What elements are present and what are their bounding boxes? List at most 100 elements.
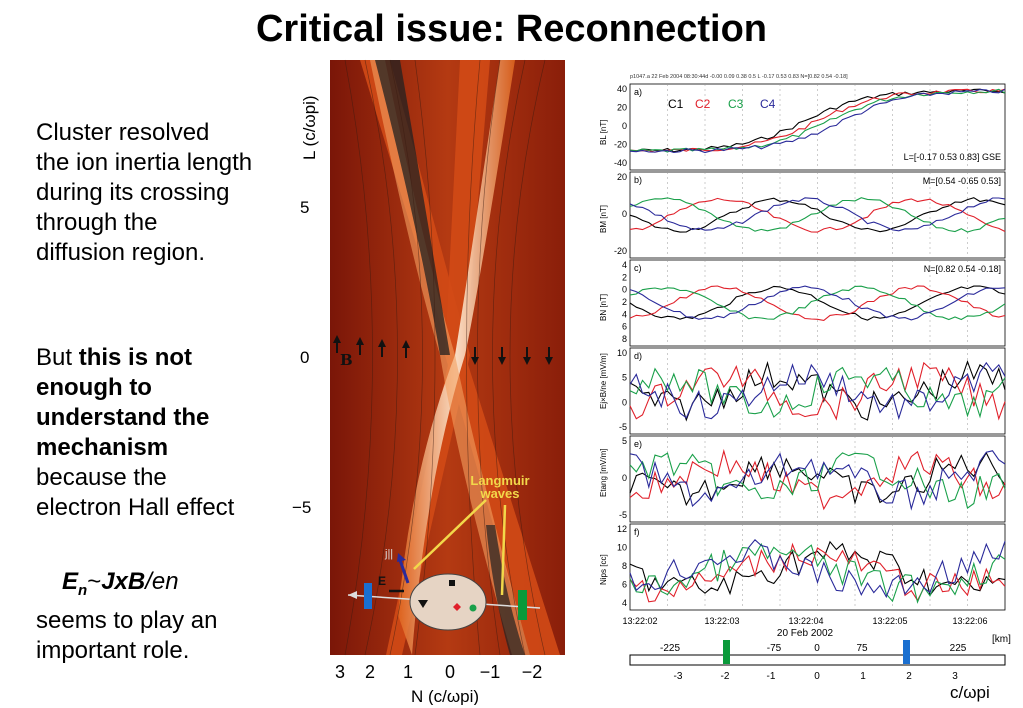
panel-tick: 0 <box>622 397 627 407</box>
panel-tick: 4 <box>622 309 627 319</box>
data-series-line <box>629 359 1006 422</box>
data-series-line <box>629 285 1006 321</box>
panel-letter: c) <box>634 263 642 273</box>
svg-text:2: 2 <box>365 662 375 682</box>
paragraph-role: seems to play an important role. <box>36 606 217 666</box>
svg-text:2: 2 <box>906 671 912 682</box>
text-line-bold: enough to <box>36 374 152 401</box>
panel-tick: 40 <box>617 84 627 94</box>
text-line: seems to play an <box>36 607 218 634</box>
panel-letter: a) <box>634 87 642 97</box>
blue-marker <box>364 583 372 609</box>
svg-text:0: 0 <box>814 643 820 654</box>
dark-band-2 <box>486 525 525 655</box>
panel-tick: 0 <box>622 121 627 131</box>
panel-tick: 10 <box>617 348 627 358</box>
panel-ylabel: Etang [mV/m] <box>599 449 608 497</box>
svg-text:13:22:04: 13:22:04 <box>788 616 823 626</box>
legend-c3: C3 <box>728 97 744 111</box>
green-marker <box>518 590 527 620</box>
bright-band-2 <box>370 60 530 655</box>
panel-tick: 12 <box>617 524 627 534</box>
panel-tick: 4 <box>622 260 627 270</box>
data-series-line <box>629 285 1006 321</box>
panel-letter: f) <box>634 527 640 537</box>
text-line-bold: mechanism <box>36 434 169 461</box>
panel-tick: 6 <box>622 580 627 590</box>
slide-title: Critical issue: Reconnection <box>255 8 767 50</box>
panel-ylabel: BM [nT] <box>599 205 608 233</box>
cw-unit: c/ωpi <box>950 683 990 702</box>
svg-text:1: 1 <box>860 671 866 682</box>
svg-text:-3: -3 <box>674 671 683 682</box>
data-series-line <box>629 542 1006 604</box>
cw-ticks: -3 -2 -1 0 1 2 3 <box>674 671 959 682</box>
panel-letter: b) <box>634 175 642 185</box>
langmuir-label: Langmuir <box>470 473 529 488</box>
paragraph-cluster: Cluster resolved the ion inertia length … <box>36 118 252 268</box>
c1-marker <box>449 580 455 586</box>
svg-text:75: 75 <box>856 643 868 654</box>
text-line: through the <box>36 209 158 236</box>
legend-c1: C1 <box>668 97 684 111</box>
bright-band-1 <box>398 60 515 655</box>
panel-tick: 0 <box>622 209 627 219</box>
svg-text:−1: −1 <box>480 662 501 682</box>
svg-text:3: 3 <box>335 662 345 682</box>
svg-text:13:22:02: 13:22:02 <box>622 616 657 626</box>
legend-c2: C2 <box>695 97 711 111</box>
legend-c4: C4 <box>760 97 776 111</box>
trajectory-arrow <box>348 591 357 599</box>
panel-tick: -40 <box>614 158 627 168</box>
legend: C1 C2 C3 C4 <box>668 97 776 111</box>
x-ticks: 3 2 1 0 −1 −2 <box>335 662 542 682</box>
data-series-line <box>629 366 1006 419</box>
text-line: But <box>36 344 79 371</box>
j-arrow-head <box>397 553 406 562</box>
e-label: E <box>378 574 386 588</box>
data-series-line <box>629 197 1006 233</box>
text-line: during its crossing <box>36 179 230 206</box>
km-unit: [km] <box>992 634 1011 645</box>
panel-tick: 8 <box>622 561 627 571</box>
svg-text:13:22:06: 13:22:06 <box>952 616 987 626</box>
y-axis-label: L (c/ωpi) <box>300 95 319 160</box>
langmuir-label-2: waves <box>479 486 519 501</box>
hall-formula: En~JxB/en <box>62 568 179 599</box>
c2-marker <box>453 603 461 611</box>
panel-tick: -20 <box>614 246 627 256</box>
panel-tick: 4 <box>622 598 627 608</box>
paragraph-but: But this is not enough to understand the… <box>36 343 234 523</box>
data-series-line <box>629 539 1006 599</box>
langmuir-pointers <box>413 499 507 596</box>
text-line: diffusion region. <box>36 239 206 266</box>
text-line-bold: understand the <box>36 404 210 431</box>
panel-letter: e) <box>634 439 642 449</box>
svg-text:1: 1 <box>403 662 413 682</box>
svg-text:−2: −2 <box>522 662 543 682</box>
svg-text:3: 3 <box>952 671 958 682</box>
panel-tick: 20 <box>617 103 627 113</box>
text-line: Cluster resolved <box>36 119 210 146</box>
data-header: p1047.a 22 Feb 2004 08:30:44d -0.00 0.09… <box>630 74 848 80</box>
data-series-line <box>629 542 1006 603</box>
panel-tick: 10 <box>617 543 627 553</box>
svg-text:13:22:05: 13:22:05 <box>872 616 907 626</box>
scale-bar <box>629 654 1006 666</box>
panel-tick: -5 <box>619 422 627 432</box>
simulation-figure: B L (c/ωpi) 5 0 −5 3 2 1 0 −1 −2 N (c/ωp… <box>292 59 565 705</box>
panel-tick: 8 <box>622 334 627 344</box>
text-line-bold: this is not <box>78 344 193 371</box>
data-series-line <box>629 88 1006 153</box>
data-series-line <box>629 450 1006 511</box>
data-series-line <box>629 452 1006 510</box>
blue-scale-marker <box>903 640 910 664</box>
data-series-line <box>629 197 1006 232</box>
panel-tick: 2 <box>622 272 627 282</box>
text-line: electron Hall effect <box>36 494 235 521</box>
j-arrow <box>398 559 410 584</box>
data-series-line <box>629 540 1006 597</box>
panel-ylabel: Nips [cc] <box>599 554 608 585</box>
svg-text:-1: -1 <box>767 671 776 682</box>
